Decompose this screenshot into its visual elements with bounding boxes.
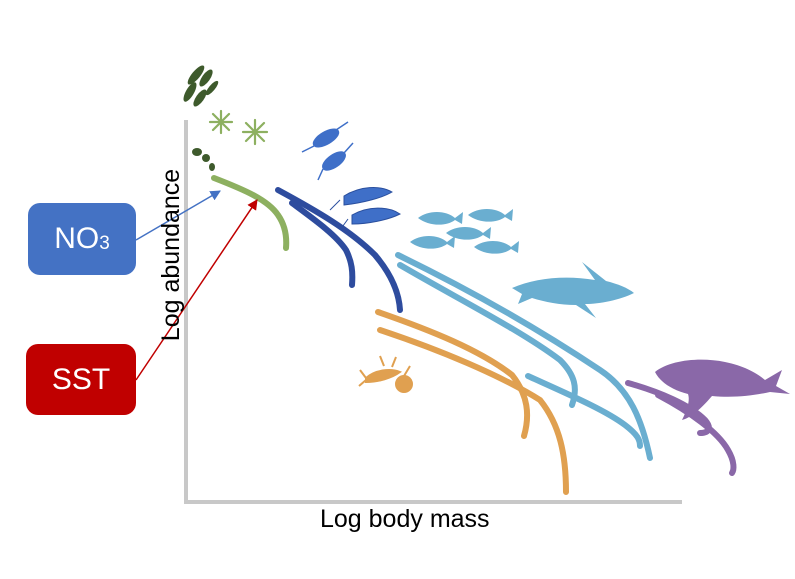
no3-driver-box: NO 3	[28, 203, 136, 275]
sst-label: SST	[51, 362, 111, 396]
sst-driver-box: SST	[26, 344, 136, 415]
krill-icon	[329, 187, 401, 231]
no3-arrow	[135, 190, 221, 241]
star-diatom-icon	[208, 109, 269, 146]
x-axis-title: Log body mass	[320, 505, 490, 533]
no3-label: NO	[54, 222, 100, 255]
zooplankton-curves	[275, 187, 403, 313]
y-axis-title: Log abundance	[157, 168, 185, 342]
fish-school-icon	[410, 209, 519, 254]
fish-curves	[395, 252, 653, 461]
shark-icon	[512, 262, 634, 318]
diatom-chain-icon	[183, 65, 219, 107]
benthic-curves	[375, 309, 569, 495]
sst-arrow	[135, 199, 258, 381]
lobster-icon	[358, 355, 413, 393]
cyanobacteria-icon	[192, 148, 215, 171]
mammal-curves	[625, 380, 737, 476]
phytoplankton-curves	[211, 175, 290, 251]
copepod-icon	[301, 121, 354, 181]
no3-subscript: 3	[99, 233, 110, 254]
whale-icon	[655, 359, 790, 420]
